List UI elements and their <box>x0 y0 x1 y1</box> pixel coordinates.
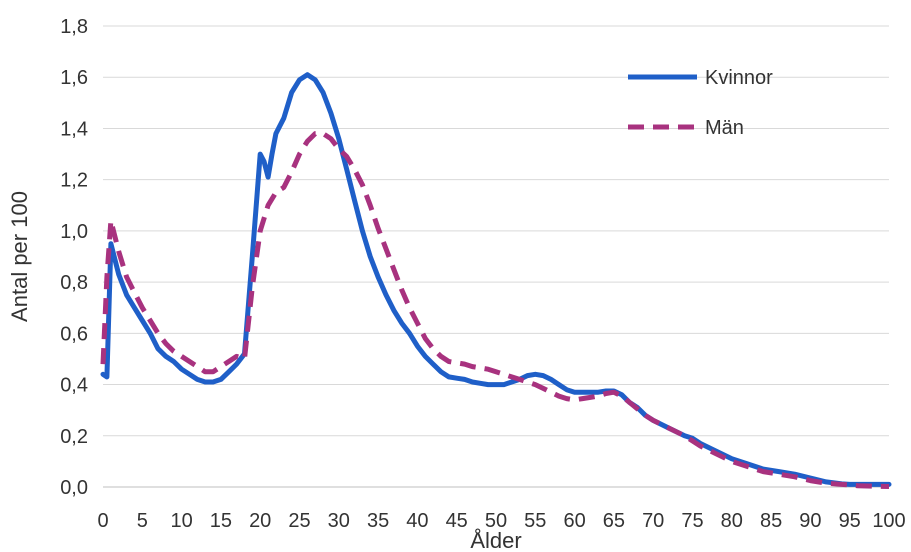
x-tick-label: 40 <box>406 510 428 532</box>
x-tick-label: 50 <box>485 510 507 532</box>
y-tick-label: 1,8 <box>60 16 88 38</box>
x-axis-title: Ålder <box>470 528 521 552</box>
x-tick-labels: 0 5 10 15 20 25 30 35 40 45 50 55 60 65 70 75 80 85 90 95 10… <box>97 510 905 532</box>
x-tick-label: 25 <box>288 510 310 532</box>
gridlines <box>103 25 889 437</box>
y-tick-label: 1,4 <box>60 118 88 140</box>
legend-label: Män <box>705 117 744 139</box>
x-tick-label: 65 <box>603 510 625 532</box>
y-tick-labels: 0,0 0,2 0,4 0,6 0,8 1,0 1,2 1,4 1,6 1,8 <box>60 16 88 499</box>
x-tick-label: 100 <box>872 510 905 532</box>
y-tick-label: 1,6 <box>60 67 88 89</box>
x-tick-label: 30 <box>328 510 350 532</box>
legend-label: Kvinnor <box>705 67 773 89</box>
x-tick-label: 95 <box>839 510 861 532</box>
x-tick-label: 70 <box>642 510 664 532</box>
x-tick-label: 10 <box>170 510 192 532</box>
x-tick-label: 85 <box>760 510 782 532</box>
x-tick-label: 5 <box>137 510 148 532</box>
series-lines <box>100 72 892 489</box>
y-tick-label: 0,2 <box>60 426 88 448</box>
x-tick-label: 60 <box>563 510 585 532</box>
series-line-2 <box>100 131 890 489</box>
y-axis-title: Antal per 100 <box>7 191 32 322</box>
x-tick-label: 35 <box>367 510 389 532</box>
x-tick-label: 90 <box>799 510 821 532</box>
x-tick-label: 75 <box>681 510 703 532</box>
y-tick-label: 0,4 <box>60 375 88 397</box>
x-tick-label: 45 <box>446 510 468 532</box>
y-tick-label: 0,6 <box>60 323 88 345</box>
x-tick-label: 0 <box>97 510 108 532</box>
y-tick-label: 0,0 <box>60 477 88 499</box>
y-tick-label: 1,0 <box>60 221 88 243</box>
y-tick-label: 0,8 <box>60 272 88 294</box>
series-line-1 <box>100 72 892 487</box>
x-tick-label: 80 <box>721 510 743 532</box>
x-tick-label: 20 <box>249 510 271 532</box>
legend: Kvinnor Män <box>628 67 773 139</box>
x-tick-label: 55 <box>524 510 546 532</box>
y-tick-label: 1,2 <box>60 170 88 192</box>
x-tick-label: 15 <box>210 510 232 532</box>
